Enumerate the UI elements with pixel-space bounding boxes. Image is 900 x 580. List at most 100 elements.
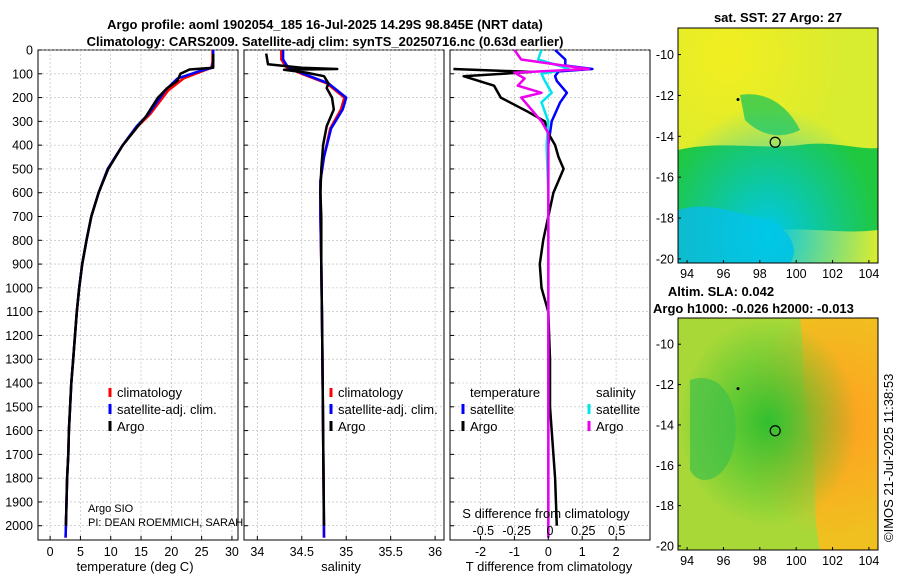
y-tick-label: 800: [12, 234, 33, 248]
x-tick-label: 20: [164, 545, 178, 559]
temperature-ticks: 0100200300400500600700800900100011001200…: [5, 44, 239, 560]
x-tick-label: 2: [613, 545, 620, 559]
y-tick-label: 1700: [5, 448, 33, 462]
sla-heatmap: [678, 318, 878, 550]
map-x-tick-label: 96: [717, 554, 731, 568]
temperature-plot-area: [37, 49, 239, 541]
map-x-tick-label: 102: [822, 267, 843, 281]
legend-temp-argo-label: Argo: [470, 419, 497, 434]
y-tick-label: 1200: [5, 329, 33, 343]
y-tick-label: 1000: [5, 281, 33, 295]
x-tick-label: 36: [428, 545, 442, 559]
x-tick-label: 0: [545, 545, 552, 559]
x-tick-label: 35: [339, 545, 353, 559]
top-x-tick-label: 0: [547, 524, 554, 538]
sst-map-frame: [677, 27, 879, 264]
x-tick-label: -1: [509, 545, 520, 559]
previous-location-marker: [736, 98, 740, 102]
y-tick-label: 0: [26, 44, 33, 58]
salinity-x-label: salinity: [321, 559, 361, 574]
legend-satellite-adj-label: satellite-adj. clim.: [117, 402, 217, 417]
map-y-tick-label: -10: [656, 338, 674, 352]
sst-map-ticks: 94 96 98 100 102 104 -10 -12 -14 -16 -18 -20: [656, 48, 879, 281]
y-tick-label: 1300: [5, 353, 33, 367]
map-y-tick-label: -16: [656, 171, 674, 185]
top-x-tick-label: -0.25: [502, 524, 531, 538]
y-tick-label: 400: [12, 139, 33, 153]
y-tick-label: 1900: [5, 495, 33, 509]
x-tick-label: -2: [475, 545, 486, 559]
sst-map-markers: [736, 98, 781, 148]
salinity-lines: [264, 50, 348, 538]
legend-sal-argo-label: Argo: [596, 419, 623, 434]
sla-green-patch: [690, 378, 736, 480]
sst-map-title: sat. SST: 27 Argo: 27: [714, 10, 842, 25]
map-y-tick-label: -14: [656, 130, 674, 144]
x-tick-label: 34.5: [290, 545, 314, 559]
map-x-tick-label: 98: [753, 554, 767, 568]
salinity-plot-area: [243, 49, 445, 541]
sla-map-title: Altim. SLA: 0.042: [668, 284, 774, 299]
series-line-argo: [64, 53, 215, 526]
figure-title-line-1: Argo profile: aoml 1902054_185 16-Jul-20…: [107, 17, 543, 32]
salinity-ticks: 34 34.5 35 35.5 36: [244, 49, 442, 559]
difference-legend: temperature satellite Argo salinity sate…: [461, 385, 640, 434]
series-line-salinity-argo: [513, 49, 591, 538]
y-tick-label: 1800: [5, 472, 33, 486]
sla-map-ticks: 94 96 98 100 102 104 -10 -12 -14 -16 -18 -20: [656, 338, 879, 568]
argo-location-marker: [769, 425, 781, 437]
difference-top-axis-label: S difference from climatology: [462, 506, 630, 521]
sla-map-panel: Altim. SLA: 0.042 Argo h1000: -0.026 h20…: [653, 284, 879, 568]
figure-title-line-2: Climatology: CARS2009. Satellite-adj cli…: [87, 34, 564, 49]
y-tick-label: 100: [12, 67, 33, 81]
x-tick-label: 0: [47, 545, 54, 559]
top-x-tick-label: 0.5: [608, 524, 625, 538]
imos-credit: ©IMOS 21-Jul-2025 11:38:53: [881, 374, 896, 542]
map-x-tick-label: 94: [680, 554, 694, 568]
map-y-tick-label: -12: [656, 89, 674, 103]
legend-temp-satellite-label: satellite: [470, 402, 514, 417]
sst-map-panel: sat. SST: 27 Argo: 27 94 96 98 100 102 104 -10…: [656, 10, 879, 281]
series-line-argo: [264, 53, 339, 526]
y-tick-label: 1400: [5, 377, 33, 391]
map-y-tick-label: -20: [656, 539, 674, 553]
top-x-tick-label: 0.25: [571, 524, 595, 538]
map-y-tick-label: -16: [656, 459, 674, 473]
temperature-legend: climatology satellite-adj. clim. Argo: [108, 385, 217, 434]
map-y-tick-label: -14: [656, 418, 674, 432]
map-y-tick-label: -20: [656, 252, 674, 266]
y-tick-label: 1100: [6, 305, 33, 319]
map-x-tick-label: 100: [786, 554, 807, 568]
legend-temperature-title: temperature: [470, 385, 540, 400]
map-y-tick-label: -12: [656, 378, 674, 392]
map-x-tick-label: 100: [786, 267, 807, 281]
map-y-tick-label: -18: [656, 499, 674, 513]
legend-sal-satellite-label: satellite: [596, 402, 640, 417]
sst-heatmap: [678, 28, 878, 263]
sla-map-markers: [736, 387, 781, 437]
x-tick-label: 1: [579, 545, 586, 559]
argo-pi-note: PI: DEAN ROEMMICH, SARAH: [88, 517, 243, 529]
y-tick-label: 1600: [5, 424, 33, 438]
sla-map-subtitle: Argo h1000: -0.026 h2000: -0.013: [653, 301, 854, 316]
legend-salinity-title: salinity: [596, 385, 636, 400]
legend-satellite-adj-label: satellite-adj. clim.: [338, 402, 438, 417]
map-y-tick-label: -18: [656, 212, 674, 226]
legend-argo-label: Argo: [338, 419, 365, 434]
x-tick-label: 25: [195, 545, 209, 559]
x-tick-label: 10: [104, 545, 118, 559]
y-tick-label: 200: [12, 91, 33, 105]
y-tick-label: 700: [12, 210, 33, 224]
y-tick-label: 500: [12, 162, 33, 176]
sla-map-frame: [677, 317, 879, 551]
y-tick-label: 300: [12, 115, 33, 129]
top-x-tick-label: -0.5: [473, 524, 495, 538]
x-tick-label: 35.5: [378, 545, 402, 559]
legend-climatology-label: climatology: [117, 385, 183, 400]
legend-argo-label: Argo: [117, 419, 144, 434]
x-tick-label: 34: [250, 545, 264, 559]
temperature-panel: 0100200300400500600700800900100011001200…: [5, 44, 243, 575]
difference-panel: -2 -1 0 1 2 -0.5 -0.25 0 0.25 0.5 S difference fr…: [449, 49, 651, 574]
salinity-legend: climatology satellite-adj. clim. Argo: [329, 385, 438, 434]
